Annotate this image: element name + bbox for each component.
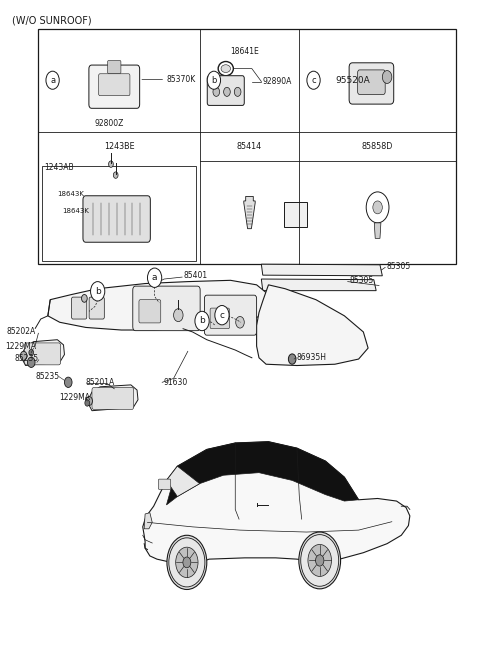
Circle shape	[307, 71, 320, 89]
Circle shape	[301, 534, 339, 587]
Text: 18643K: 18643K	[62, 208, 89, 214]
Circle shape	[113, 172, 118, 178]
FancyBboxPatch shape	[358, 70, 385, 94]
Text: 1229MA: 1229MA	[59, 393, 90, 402]
Text: a: a	[152, 273, 157, 283]
Bar	[284, 202, 307, 227]
Circle shape	[308, 544, 332, 576]
Polygon shape	[144, 513, 152, 529]
FancyBboxPatch shape	[133, 286, 200, 331]
Text: 1243AB: 1243AB	[44, 163, 73, 172]
Circle shape	[299, 532, 341, 589]
Polygon shape	[374, 223, 381, 238]
Text: 85305: 85305	[349, 276, 373, 285]
Polygon shape	[143, 441, 410, 563]
Polygon shape	[167, 441, 359, 505]
FancyBboxPatch shape	[204, 295, 257, 335]
Ellipse shape	[221, 64, 230, 72]
Text: c: c	[219, 311, 225, 320]
Text: 85858D: 85858D	[362, 142, 393, 151]
FancyBboxPatch shape	[139, 299, 161, 323]
Circle shape	[29, 350, 34, 356]
Text: 85414: 85414	[237, 142, 262, 151]
Text: 85201A: 85201A	[86, 378, 115, 387]
Circle shape	[176, 547, 198, 577]
Text: b: b	[199, 316, 205, 326]
Circle shape	[183, 557, 191, 568]
FancyBboxPatch shape	[83, 196, 150, 242]
Circle shape	[27, 357, 35, 367]
Circle shape	[86, 396, 93, 406]
Text: 92800Z: 92800Z	[95, 119, 124, 128]
Polygon shape	[261, 264, 383, 276]
FancyBboxPatch shape	[98, 74, 130, 96]
FancyBboxPatch shape	[158, 479, 171, 490]
Circle shape	[64, 377, 72, 387]
Text: b: b	[95, 287, 100, 296]
Text: 86935H: 86935H	[297, 353, 327, 362]
Polygon shape	[87, 385, 138, 411]
FancyBboxPatch shape	[207, 76, 244, 105]
Text: 91630: 91630	[163, 378, 187, 387]
Circle shape	[108, 161, 113, 167]
FancyBboxPatch shape	[89, 297, 104, 319]
Text: 85202A: 85202A	[7, 327, 36, 337]
FancyBboxPatch shape	[108, 61, 121, 74]
Circle shape	[207, 71, 220, 89]
FancyBboxPatch shape	[349, 62, 394, 104]
Text: 92890A: 92890A	[262, 77, 292, 86]
Polygon shape	[167, 466, 200, 497]
Circle shape	[169, 538, 205, 587]
Circle shape	[91, 282, 105, 301]
Circle shape	[20, 352, 27, 361]
FancyBboxPatch shape	[89, 65, 140, 108]
FancyBboxPatch shape	[72, 297, 87, 319]
Text: 1243BE: 1243BE	[104, 142, 134, 151]
Polygon shape	[48, 281, 268, 330]
Text: (W/O SUNROOF): (W/O SUNROOF)	[12, 16, 92, 25]
Circle shape	[167, 535, 207, 590]
FancyBboxPatch shape	[92, 387, 134, 409]
Circle shape	[224, 87, 230, 96]
FancyBboxPatch shape	[210, 308, 229, 329]
Circle shape	[215, 305, 229, 325]
Text: 1229MA: 1229MA	[5, 342, 36, 351]
Text: 85401: 85401	[183, 271, 207, 280]
Text: 95520A: 95520A	[335, 76, 370, 85]
Circle shape	[288, 354, 296, 364]
Circle shape	[174, 309, 183, 322]
Text: b: b	[211, 76, 216, 85]
Polygon shape	[261, 279, 376, 290]
Bar	[42, 166, 196, 261]
FancyBboxPatch shape	[24, 343, 60, 365]
Circle shape	[46, 71, 59, 89]
Circle shape	[383, 70, 392, 83]
Text: 85235: 85235	[36, 372, 60, 381]
Circle shape	[315, 555, 324, 566]
Text: 18643K: 18643K	[57, 191, 84, 197]
Circle shape	[234, 87, 241, 96]
Text: a: a	[50, 76, 55, 85]
Bar	[38, 29, 456, 264]
Text: 85305: 85305	[386, 262, 410, 271]
Circle shape	[373, 201, 383, 214]
Circle shape	[236, 316, 244, 328]
Text: 85235: 85235	[14, 354, 39, 363]
Polygon shape	[244, 197, 255, 229]
Circle shape	[213, 87, 219, 96]
Circle shape	[195, 311, 209, 331]
Circle shape	[147, 268, 162, 288]
Circle shape	[82, 294, 87, 302]
Polygon shape	[21, 340, 64, 365]
Polygon shape	[257, 285, 368, 365]
Text: 85370K: 85370K	[166, 75, 195, 84]
Circle shape	[85, 400, 90, 406]
Text: 18641E: 18641E	[230, 47, 259, 56]
Text: c: c	[311, 76, 316, 85]
